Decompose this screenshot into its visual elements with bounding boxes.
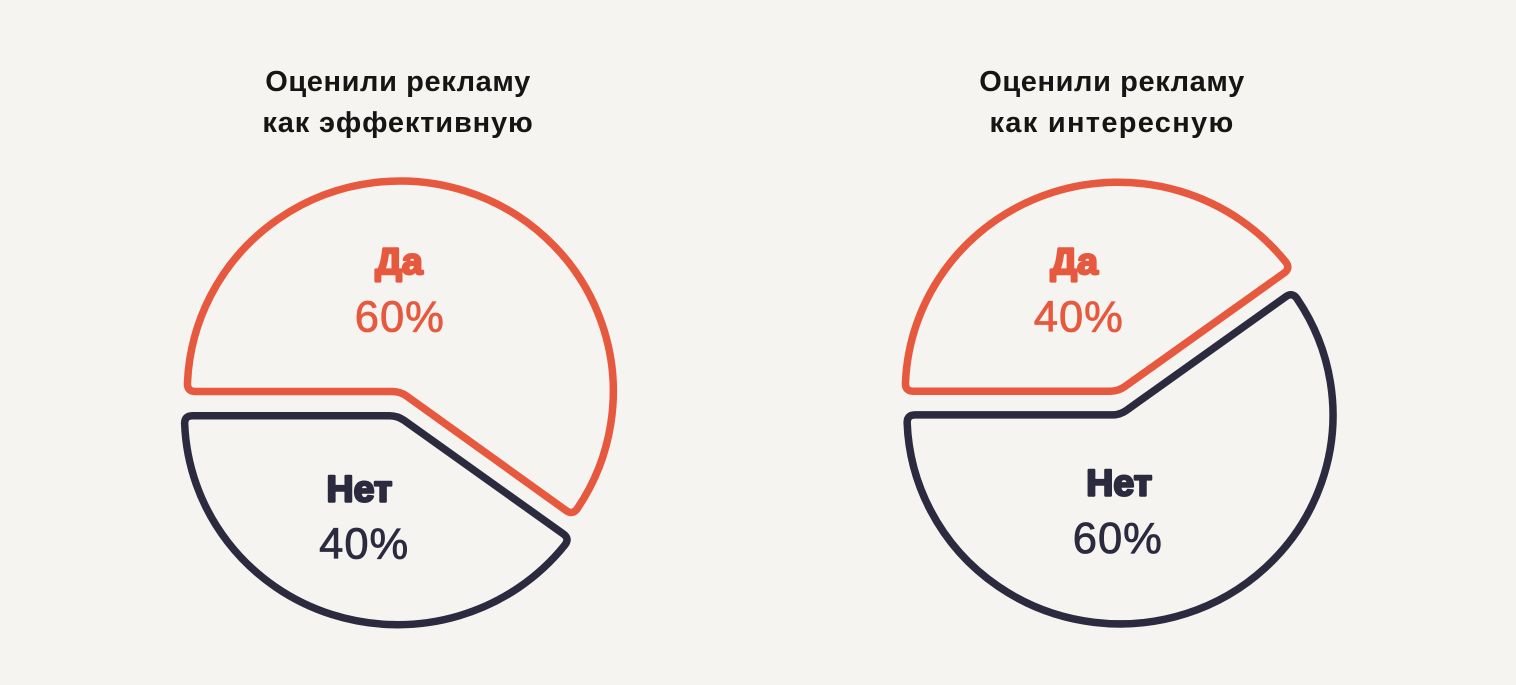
svg-text:60%: 60% [1073,515,1163,563]
svg-text:Нет: Нет [326,468,392,510]
svg-text:Да: Да [375,240,424,282]
svg-text:Да: Да [1050,240,1099,282]
svg-text:40%: 40% [319,520,409,568]
svg-text:как эффективную: как эффективную [262,107,533,139]
svg-text:Нет: Нет [1086,461,1152,503]
svg-text:Оценили рекламу: Оценили рекламу [979,66,1245,98]
svg-text:60%: 60% [355,293,445,341]
svg-text:40%: 40% [1034,293,1124,341]
svg-text:Оценили рекламу: Оценили рекламу [265,66,531,98]
svg-text:как интересную: как интересную [989,107,1234,139]
